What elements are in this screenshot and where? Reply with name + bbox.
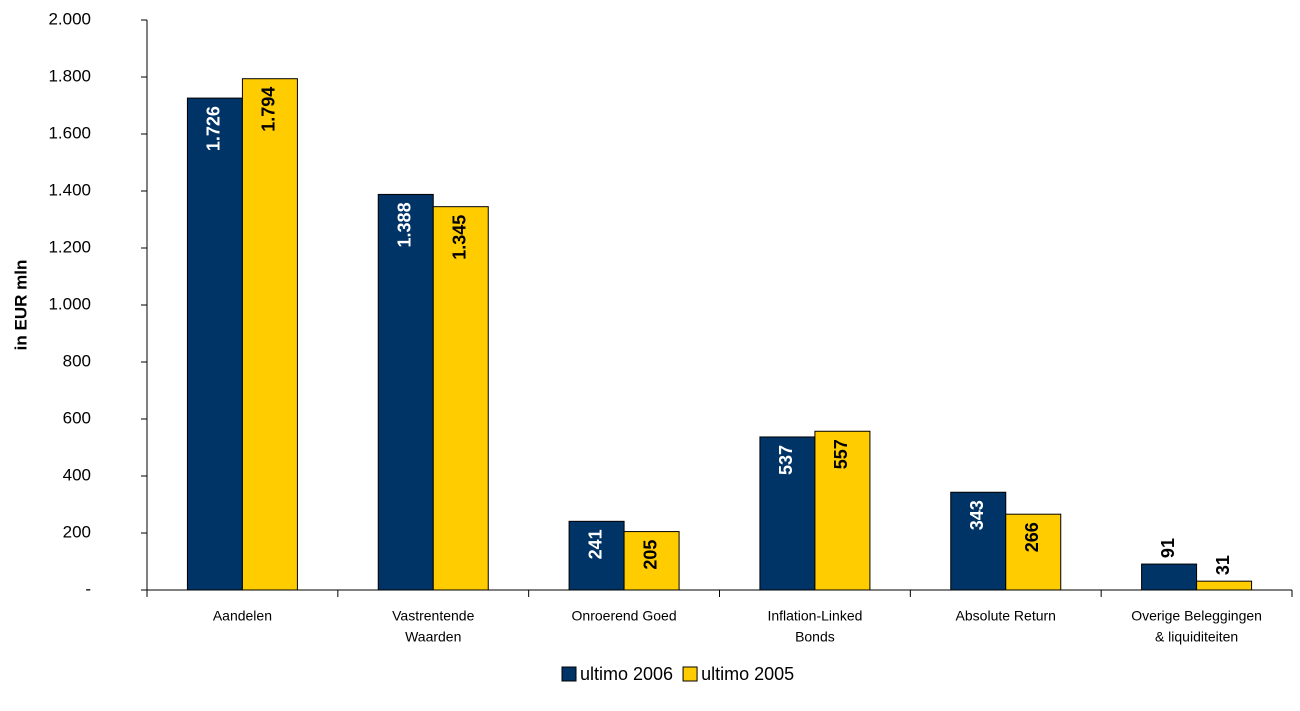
- bar: [241, 78, 298, 591]
- bar: [186, 97, 243, 591]
- y-tick-label: 1.400: [48, 180, 91, 199]
- value-label: 91: [1158, 538, 1178, 558]
- legend-label: ultimo 2005: [701, 664, 794, 684]
- x-tick-label: Onroerend Goed: [572, 608, 677, 624]
- bar: [568, 520, 625, 591]
- y-axis-label: in EUR mln: [11, 260, 30, 351]
- y-tick-label: 1.200: [48, 237, 91, 256]
- bar: [1141, 563, 1198, 591]
- value-label: 1.726: [204, 106, 224, 151]
- x-tick-label: Bonds: [795, 629, 835, 645]
- legend-swatch: [682, 666, 698, 682]
- x-tick-label: Waarden: [405, 629, 461, 645]
- x-tick-label: & liquiditeiten: [1155, 629, 1238, 645]
- bar: [432, 206, 489, 591]
- x-tick-label: Overige Beleggingen: [1131, 608, 1262, 624]
- value-label: 557: [831, 439, 851, 469]
- y-tick-label: 200: [63, 522, 91, 541]
- y-tick-label: 1.600: [48, 123, 91, 142]
- bar: [814, 430, 871, 591]
- x-tick-label: Aandelen: [213, 608, 272, 624]
- bar: [1005, 513, 1062, 591]
- value-label: 266: [1022, 522, 1042, 552]
- x-tick-label: Inflation-Linked: [767, 608, 862, 624]
- value-label: 241: [585, 529, 605, 559]
- bar: [623, 531, 680, 591]
- y-tick-label: 600: [63, 408, 91, 427]
- value-label: 343: [967, 500, 987, 530]
- y-tick-label: -: [85, 579, 91, 598]
- x-tick-label: Vastrentende: [392, 608, 474, 624]
- y-tick-label: 1.000: [48, 294, 91, 313]
- value-label: 31: [1213, 555, 1233, 575]
- value-label: 205: [640, 540, 660, 570]
- legend-label: ultimo 2006: [580, 664, 673, 684]
- y-tick-label: 400: [63, 465, 91, 484]
- legend-swatch: [561, 666, 577, 682]
- value-label: 537: [776, 445, 796, 475]
- y-tick-label: 800: [63, 351, 91, 370]
- y-tick-label: 2.000: [48, 9, 91, 28]
- value-label: 1.794: [259, 87, 279, 132]
- value-label: 1.388: [395, 202, 415, 247]
- bar: [377, 193, 434, 591]
- bar: [1196, 580, 1253, 591]
- bar: [759, 436, 816, 591]
- y-tick-label: 1.800: [48, 66, 91, 85]
- value-label: 1.345: [450, 215, 470, 260]
- x-tick-label: Absolute Return: [956, 608, 1056, 624]
